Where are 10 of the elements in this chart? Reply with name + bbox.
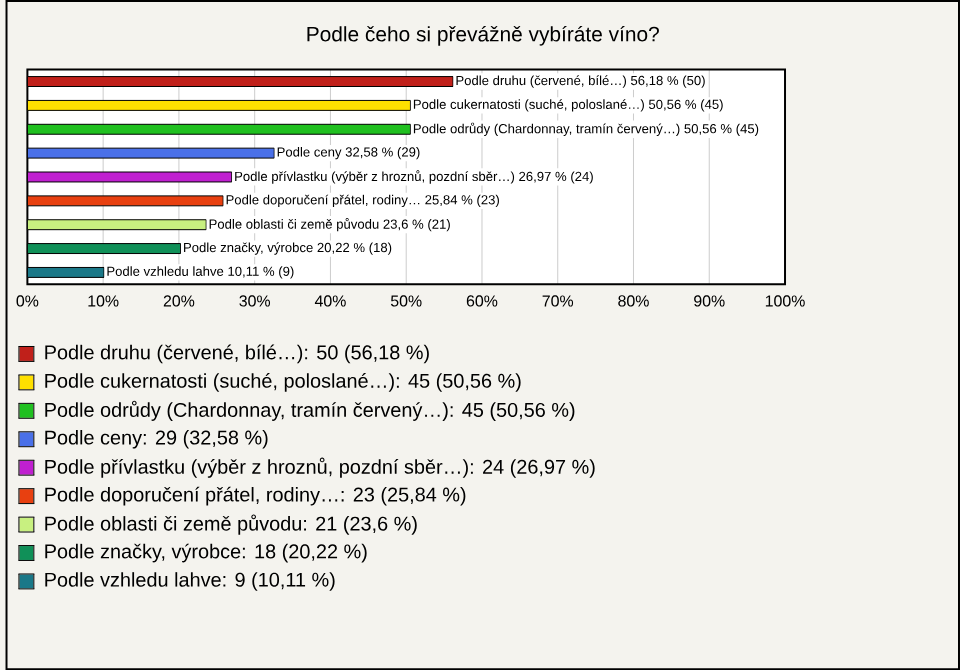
chart-title: Podle čeho si převážně vybíráte víno? <box>307 25 659 46</box>
text: Podle cukernatosti (suché, poloslané…): 45 (50,56 %) <box>45 372 521 392</box>
text: Podle přívlastku (výběr z hroznů, pozdní sběr…): 24 (26,97 %) <box>45 457 595 478</box>
text: Podle oblasti či země původu: 21 (23,6 %) <box>45 514 417 535</box>
text: Podle druhu (červené, bílé…): 50 (56,18 %) <box>45 344 429 364</box>
text: Podle odrůdy (Chardonnay, tramín červený…): 45 (50,56 %) <box>45 400 575 421</box>
text: Podle doporučení přátel, rodiny…: 23 (25,84 %) <box>45 486 466 506</box>
text: Podle vzhledu lahve: 9 (10,11 %) <box>45 572 335 591</box>
text: Podle ceny: 29 (32,58 %) <box>45 429 268 449</box>
text: Podle značky, výrobce: 18 (20,22 %) <box>45 543 367 563</box>
